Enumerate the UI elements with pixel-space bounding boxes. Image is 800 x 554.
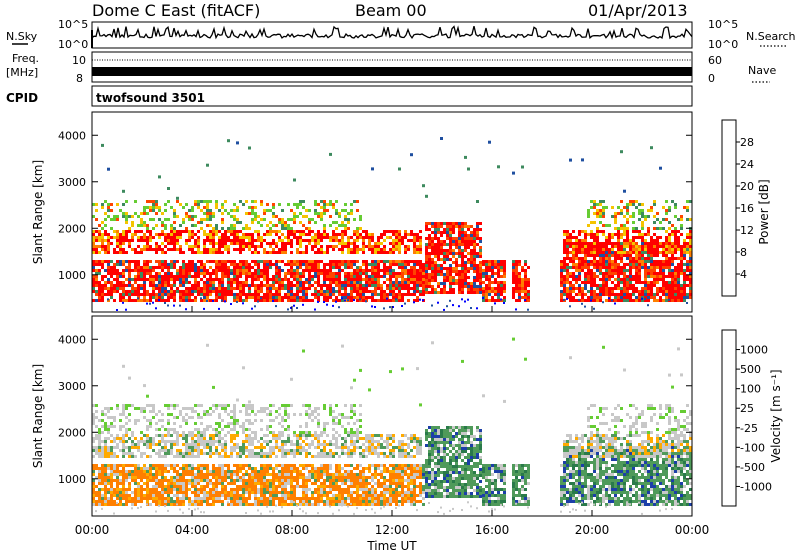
- velocity-colorbar-label: Velocity [m s⁻¹]: [769, 369, 783, 462]
- date-label: 01/Apr/2013: [588, 1, 688, 20]
- power-colorbar: 4 8 12 16 20 24 28: [721, 119, 754, 297]
- ytick-label: 2000: [58, 426, 86, 439]
- freq-tick-top: 10: [72, 54, 86, 67]
- cpid-value: twofsound 3501: [96, 91, 205, 105]
- freq-band: [92, 67, 692, 76]
- xtick-label: 04:00: [175, 523, 210, 537]
- ytick-label: 4000: [58, 129, 86, 142]
- colorbar-tick-label: 24: [740, 158, 754, 171]
- ytick-label: 2000: [58, 222, 86, 235]
- ytick-label: 3000: [58, 380, 86, 393]
- colorbar-frame: [721, 119, 737, 297]
- noise-tick-left-bottom: 10^0: [58, 38, 88, 51]
- time-xaxis: 00:00 04:00 08:00 12:00 16:00 20:00 00:00: [75, 306, 710, 537]
- nave-tick-top: 60: [708, 54, 722, 67]
- nave-tick-bottom: 0: [708, 72, 715, 85]
- freq-label: Freq.: [12, 52, 39, 65]
- colorbar-tick-label: -100: [740, 441, 765, 454]
- freq-tick-bottom: 8: [76, 72, 83, 85]
- nave-label: Nave: [748, 64, 776, 77]
- colorbar-tick-label: 4: [740, 268, 747, 281]
- colorbar-tick-label: 28: [740, 136, 754, 149]
- beam-label: Beam 00: [355, 1, 427, 20]
- ytick-label: 4000: [58, 333, 86, 346]
- power-colorbar-label: Power [dB]: [757, 179, 771, 244]
- xtick-label: 00:00: [675, 523, 710, 537]
- colorbar-tick-label: 25: [740, 402, 754, 415]
- noise-trace: [91, 25, 693, 48]
- power-heatmap: [92, 137, 692, 311]
- colorbar-tick-label: -500: [740, 461, 765, 474]
- colorbar-tick-label: 1000: [740, 344, 768, 357]
- ytick-label: 3000: [58, 176, 86, 189]
- colorbar-tick-label: 100: [740, 383, 761, 396]
- cpid-panel: [91, 85, 693, 107]
- colorbar-tick-label: 8: [740, 246, 747, 259]
- colorbar-tick-label: 12: [740, 224, 754, 237]
- noise-tick-left-top: 10^5: [58, 18, 88, 31]
- freq-trace: [92, 59, 692, 76]
- freq-unit-label: [MHz]: [6, 66, 38, 79]
- title: Dome C East (fitACF): [92, 1, 260, 20]
- xtick-label: 00:00: [75, 523, 110, 537]
- nsky-series: [91, 25, 693, 40]
- colorbar-tick-label: 20: [740, 180, 754, 193]
- velocity-yaxis: 1000 2000 3000 4000: [58, 333, 692, 486]
- noise-tick-right-top: 10^5: [708, 18, 738, 31]
- velocity-colorbar: 1000 500 100 25 -25 -100 -500 -1000: [721, 329, 772, 507]
- nsearch-label: N.Search: [746, 30, 796, 43]
- power-yaxis: 1000 2000 3000 4000: [58, 129, 692, 282]
- power-ylabel: Slant Range [km]: [31, 160, 45, 264]
- xtick-label: 16:00: [475, 523, 510, 537]
- colorbar-tick-label: -25: [740, 422, 758, 435]
- nsky-label: N.Sky: [6, 30, 38, 43]
- colorbar-tick-label: -1000: [740, 480, 772, 493]
- cpid-label: CPID: [6, 91, 38, 105]
- velocity-ylabel: Slant Range [km]: [31, 364, 45, 468]
- colorbar-frame: [721, 329, 737, 507]
- xtick-label: 12:00: [375, 523, 410, 537]
- colorbar-tick-label: 500: [740, 363, 761, 376]
- velocity-heatmap: [92, 337, 692, 515]
- noise-tick-right-bottom: 10^0: [708, 38, 738, 51]
- ytick-label: 1000: [58, 473, 86, 486]
- ytick-label: 1000: [58, 269, 86, 282]
- colorbar-tick-label: 16: [740, 202, 754, 215]
- xlabel: Time UT: [366, 539, 417, 553]
- xtick-label: 08:00: [275, 523, 310, 537]
- xtick-label: 20:00: [575, 523, 610, 537]
